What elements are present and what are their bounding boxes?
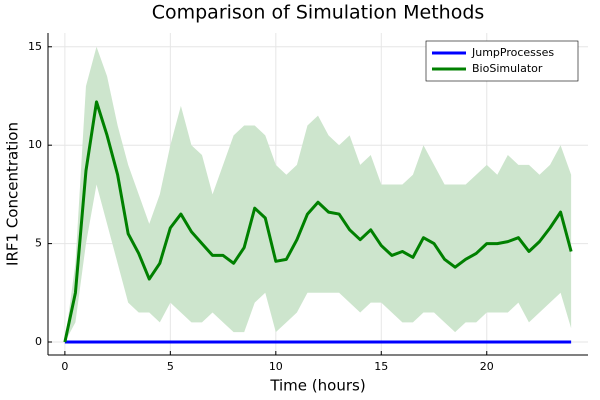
x-tick-label: 20	[480, 360, 494, 373]
y-tick-label: 0	[35, 335, 42, 348]
line	[63, 100, 573, 343]
y-tick-label: 10	[28, 138, 42, 151]
y-tick-label: 15	[28, 40, 42, 53]
chart-title: Comparison of Simulation Methods	[152, 2, 485, 24]
legend: JumpProcesses BioSimulator	[425, 40, 579, 82]
legend-label: JumpProcesses	[471, 46, 554, 59]
x-tick-label: 5	[167, 360, 174, 373]
y-axis-label: IRF1 Concentration	[4, 122, 22, 266]
legend-box	[425, 40, 579, 82]
x-tick-label: 15	[374, 360, 388, 373]
x-tick-label: 0	[61, 360, 68, 373]
band	[64, 46, 572, 343]
legend-label: BioSimulator	[472, 62, 543, 75]
x-tick-label: 10	[269, 360, 283, 373]
x-axis-label: Time (hours)	[269, 377, 365, 395]
y-tick-label: 5	[35, 237, 42, 250]
